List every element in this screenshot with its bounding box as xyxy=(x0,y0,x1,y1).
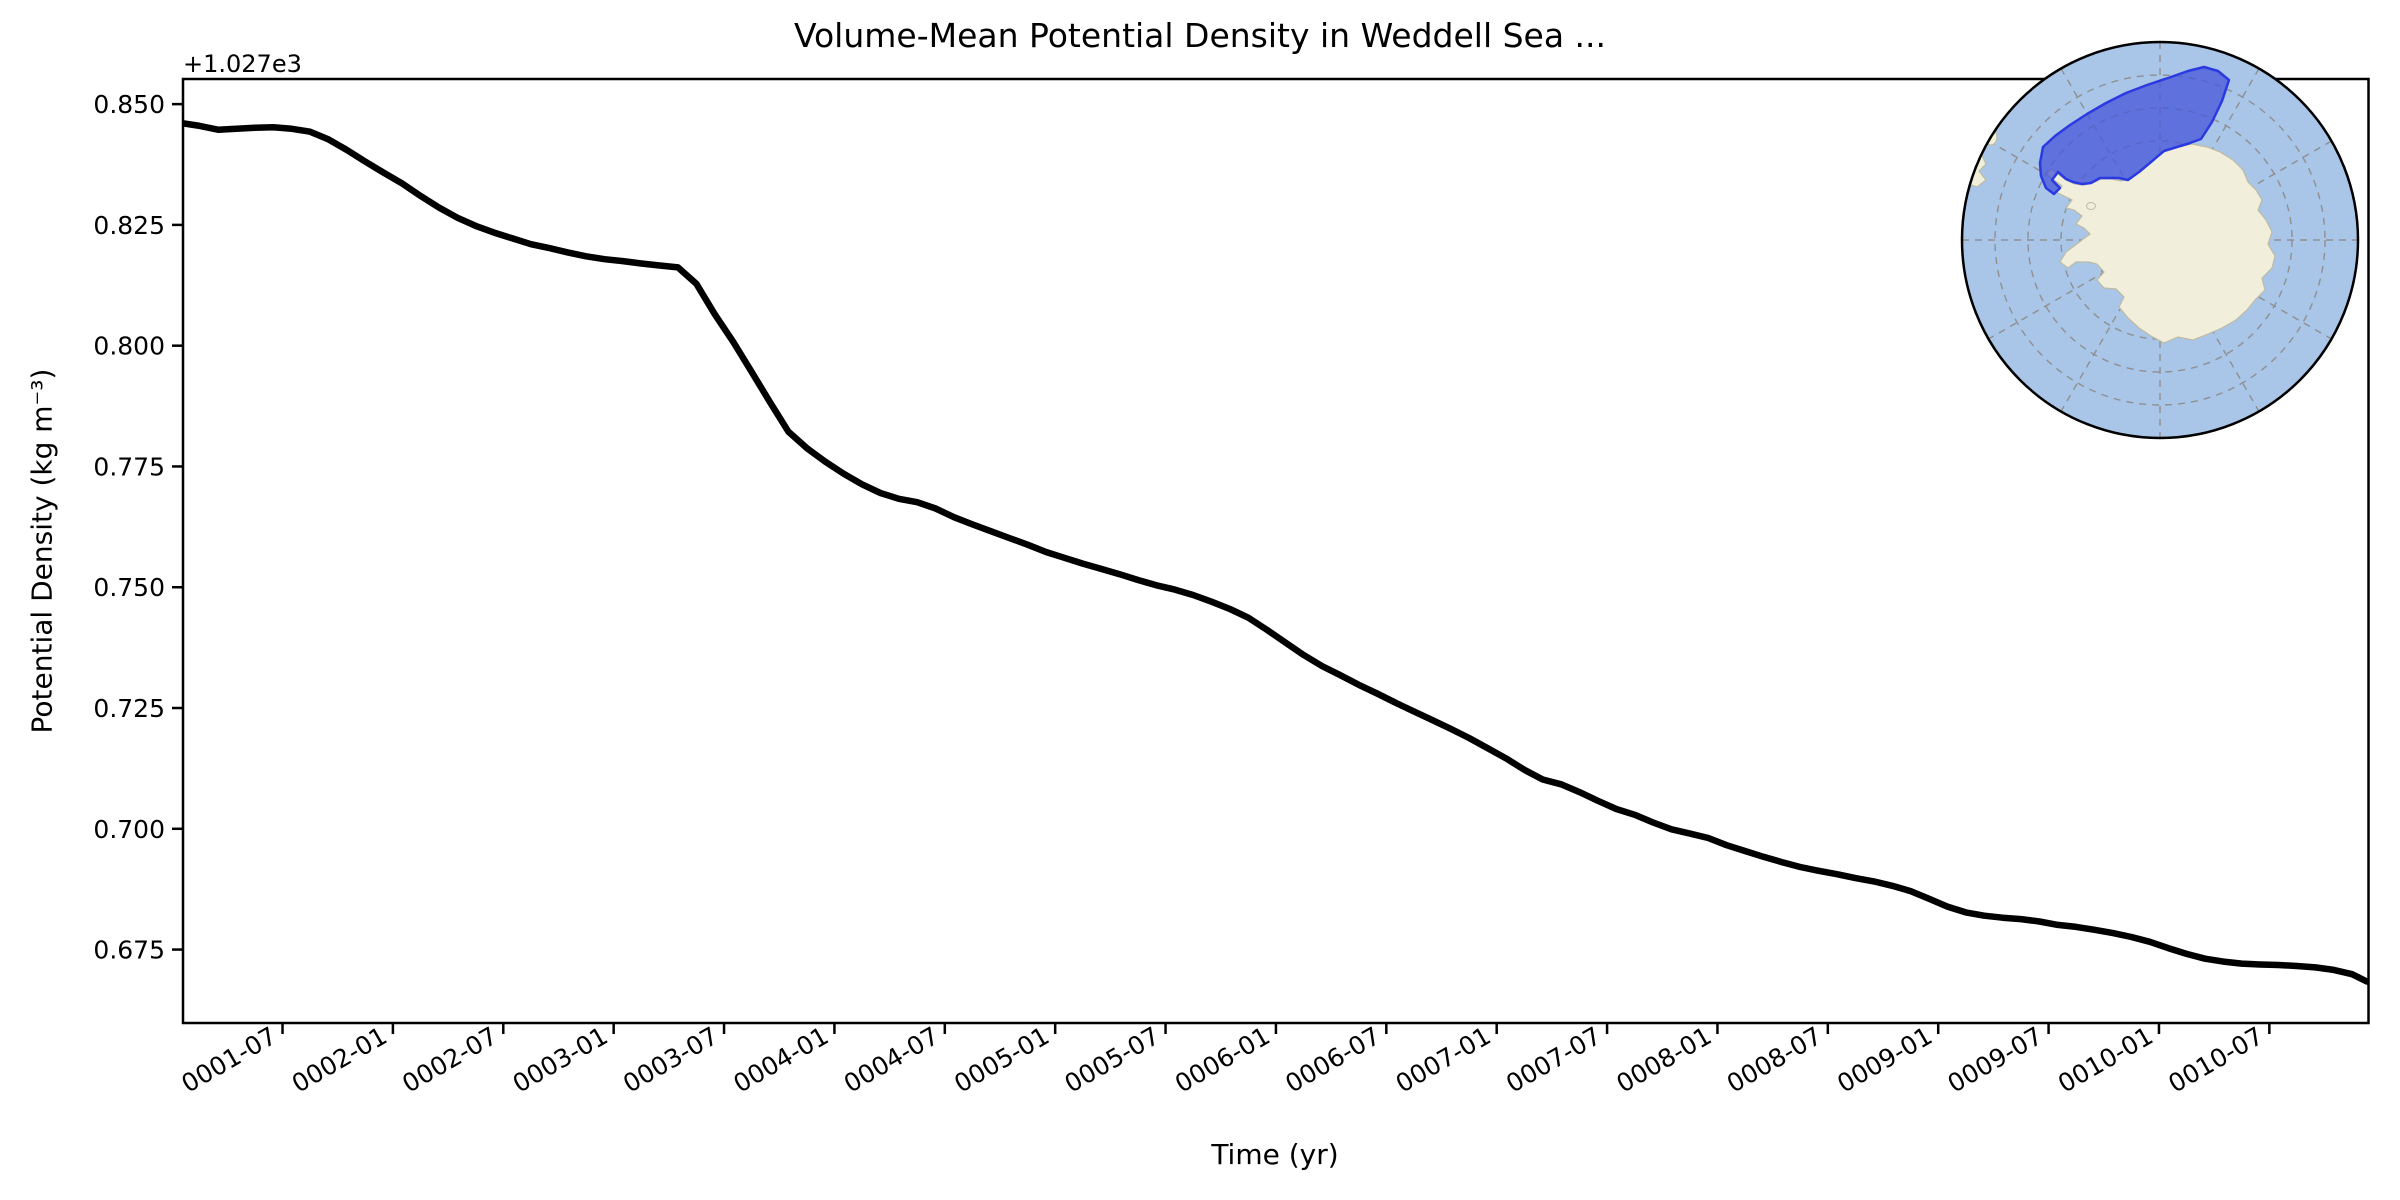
y-tick-label: 0.800 xyxy=(93,332,165,361)
x-tick-label: 0002-01 xyxy=(287,1021,392,1098)
x-tick-label: 0008-01 xyxy=(1611,1021,1716,1098)
y-tick-label: 0.775 xyxy=(93,452,165,481)
map-parallel-circle xyxy=(1994,74,2326,406)
map-island-peninsula xyxy=(2086,202,2096,210)
y-tick-label: 0.700 xyxy=(93,815,165,844)
y-tick-label: 0.825 xyxy=(93,211,165,240)
x-tick-label: 0010-01 xyxy=(2053,1021,2158,1098)
x-tick-label: 0004-01 xyxy=(728,1021,833,1098)
y-tick-label: 0.675 xyxy=(93,936,165,965)
map-outline xyxy=(1960,40,2360,440)
inset-map xyxy=(1960,40,2360,440)
x-tick-label: 0005-01 xyxy=(949,1021,1054,1098)
x-tick-label: 0004-07 xyxy=(839,1021,944,1098)
y-tick-label: 0.750 xyxy=(93,573,165,602)
y-tick-label: 0.850 xyxy=(93,90,165,119)
x-tick-label: 0010-07 xyxy=(2163,1021,2268,1098)
x-tick-label: 0006-01 xyxy=(1170,1021,1275,1098)
x-tick-label: 0008-07 xyxy=(1722,1021,1827,1098)
x-axis-label: Time (yr) xyxy=(1211,1138,1339,1171)
x-tick-label: 0007-01 xyxy=(1391,1021,1496,1098)
y-tick-label: 0.725 xyxy=(93,694,165,723)
x-tick-label: 0001-07 xyxy=(177,1021,282,1098)
x-tick-label: 0009-01 xyxy=(1832,1021,1937,1098)
x-tick-label: 0006-07 xyxy=(1280,1021,1385,1098)
x-tick-label: 0003-01 xyxy=(508,1021,613,1098)
y-axis-offset-text: +1.027e3 xyxy=(183,50,302,78)
density-curve xyxy=(183,120,2369,985)
x-tick-label: 0007-07 xyxy=(1501,1021,1606,1098)
y-axis-label: Potential Density (kg m⁻³) xyxy=(25,368,59,734)
x-tick-label: 0005-07 xyxy=(1060,1021,1165,1098)
x-tick-label: 0009-07 xyxy=(1943,1021,2048,1098)
x-tick-label: 0003-07 xyxy=(618,1021,723,1098)
x-tick-label: 0002-07 xyxy=(397,1021,502,1098)
chart-title: Volume-Mean Potential Density in Weddell… xyxy=(793,16,1607,55)
map-region-weddell-sea xyxy=(2038,65,2231,196)
